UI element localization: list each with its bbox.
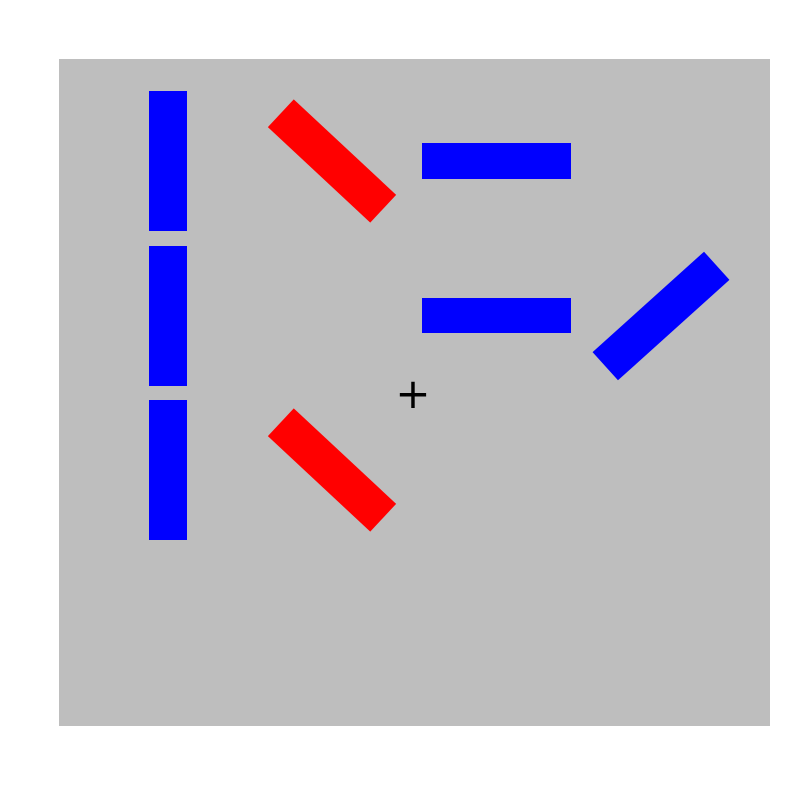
- bar-lower-diagonal: [267, 408, 397, 532]
- bar-left-middle: [149, 246, 187, 386]
- bar-left-top: [149, 91, 187, 231]
- bar-upper-diagonal: [267, 99, 397, 223]
- bar-right-diagonal: [592, 251, 730, 381]
- bar-top-horizontal: [422, 143, 571, 179]
- fixation-cross: +: [395, 369, 430, 418]
- bar-middle-horizontal: [422, 298, 571, 333]
- bar-left-bottom: [149, 400, 187, 540]
